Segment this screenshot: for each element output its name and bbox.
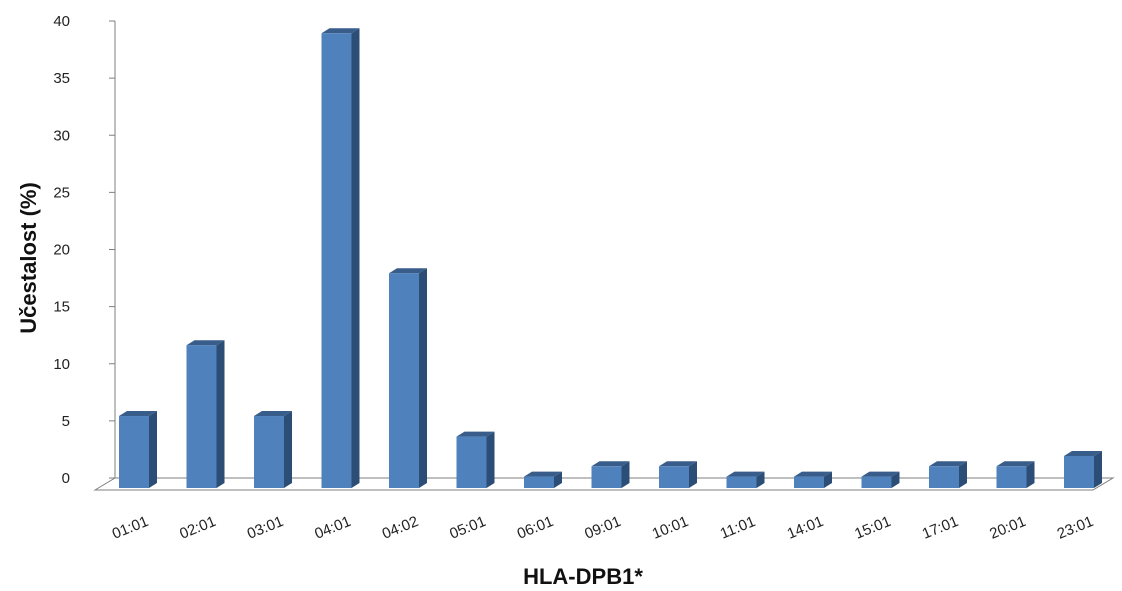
bar-top [119,411,157,417]
bar [254,411,292,488]
bar-side [351,28,360,488]
bar-side [419,268,427,488]
x-axis-ticks: 01:01 02:01 03:01 04:01 04:02 05:01 06:01 09:01… [110,513,1096,543]
bar [321,28,360,488]
bar-top [794,471,832,477]
bar [186,340,225,488]
y-tick-label: 40 [53,13,70,30]
y-tick-label: 20 [53,242,70,259]
bar-side [689,461,697,488]
floor-outline [93,477,1115,491]
bar [1064,451,1102,488]
x-tick-label: 23:01 [1055,513,1096,543]
x-tick-label: 10:01 [650,513,691,543]
bar-side [824,471,832,488]
bar-top [726,471,765,477]
bar-top [929,461,967,467]
bar-front [524,476,554,488]
bar [996,461,1035,488]
bar-front [659,466,689,488]
chart-floor [93,477,1115,491]
x-tick-label: 14:01 [785,513,826,543]
bar-side [486,431,495,488]
bar-top [591,461,630,467]
y-tick-label: 15 [53,299,70,316]
bar-side [891,471,900,488]
bars [119,28,1102,488]
bar [794,471,832,488]
bar-side [284,411,292,488]
bar-side [554,471,562,488]
bar-side [149,411,157,488]
bar-side [216,340,225,488]
bar-front [929,466,959,488]
bar-front [186,345,217,488]
x-tick-label: 03:01 [245,513,286,543]
bar-front [861,476,892,488]
bar-front [389,273,419,488]
x-tick-label: 06:01 [515,513,556,543]
bar-top [389,268,427,274]
bar-side [756,471,765,488]
bar-front [119,416,149,488]
bar-front [591,466,622,488]
bar-front [794,476,824,488]
bar-top [1064,451,1102,457]
x-tick-label: 09:01 [582,513,623,543]
bar-front [726,476,757,488]
bar-top [524,471,562,477]
bar [524,471,562,488]
bar [456,431,495,488]
bar [389,268,427,488]
x-tick-label: 05:01 [447,513,488,543]
bar-front [996,466,1027,488]
bar-side [1026,461,1035,488]
x-tick-label: 11:01 [718,513,758,542]
y-tick-label: 35 [53,70,70,87]
bar [726,471,765,488]
x-axis-title: HLA-DPB1* [523,564,643,589]
bar-front [254,416,284,488]
y-tick-label: 10 [53,356,70,373]
bar-side [621,461,630,488]
bar [119,411,157,488]
bar-top [456,431,495,437]
bar-top [321,28,360,34]
bar-front [456,436,487,488]
y-tick-label: 5 [62,413,70,430]
bar-top [861,471,900,477]
bar-front [1064,456,1094,488]
x-tick-label: 02:01 [177,513,218,543]
bar [929,461,967,488]
y-tick-label: 0 [62,470,70,487]
bar-top [659,461,697,467]
x-tick-label: 01:01 [110,513,151,543]
x-tick-label: 17:01 [920,513,961,543]
y-axis-title: Učestalost (%) [16,182,41,334]
bar-top [996,461,1035,467]
bar-side [1094,451,1102,488]
x-tick-label: 15:01 [852,513,893,543]
bar-top [254,411,292,417]
y-tick-label: 30 [53,127,70,144]
bar [591,461,630,488]
bar [659,461,697,488]
y-axis-ticks: 0 5 10 15 20 25 30 35 40 [53,13,115,487]
x-tick-label: 04:02 [380,513,421,543]
bar [861,471,900,488]
bar-side [959,461,967,488]
y-tick-label: 25 [53,184,70,201]
x-tick-label: 20:01 [987,513,1028,543]
bar-front [321,33,352,488]
bar-top [186,340,225,346]
x-tick-label: 04:01 [312,513,353,543]
